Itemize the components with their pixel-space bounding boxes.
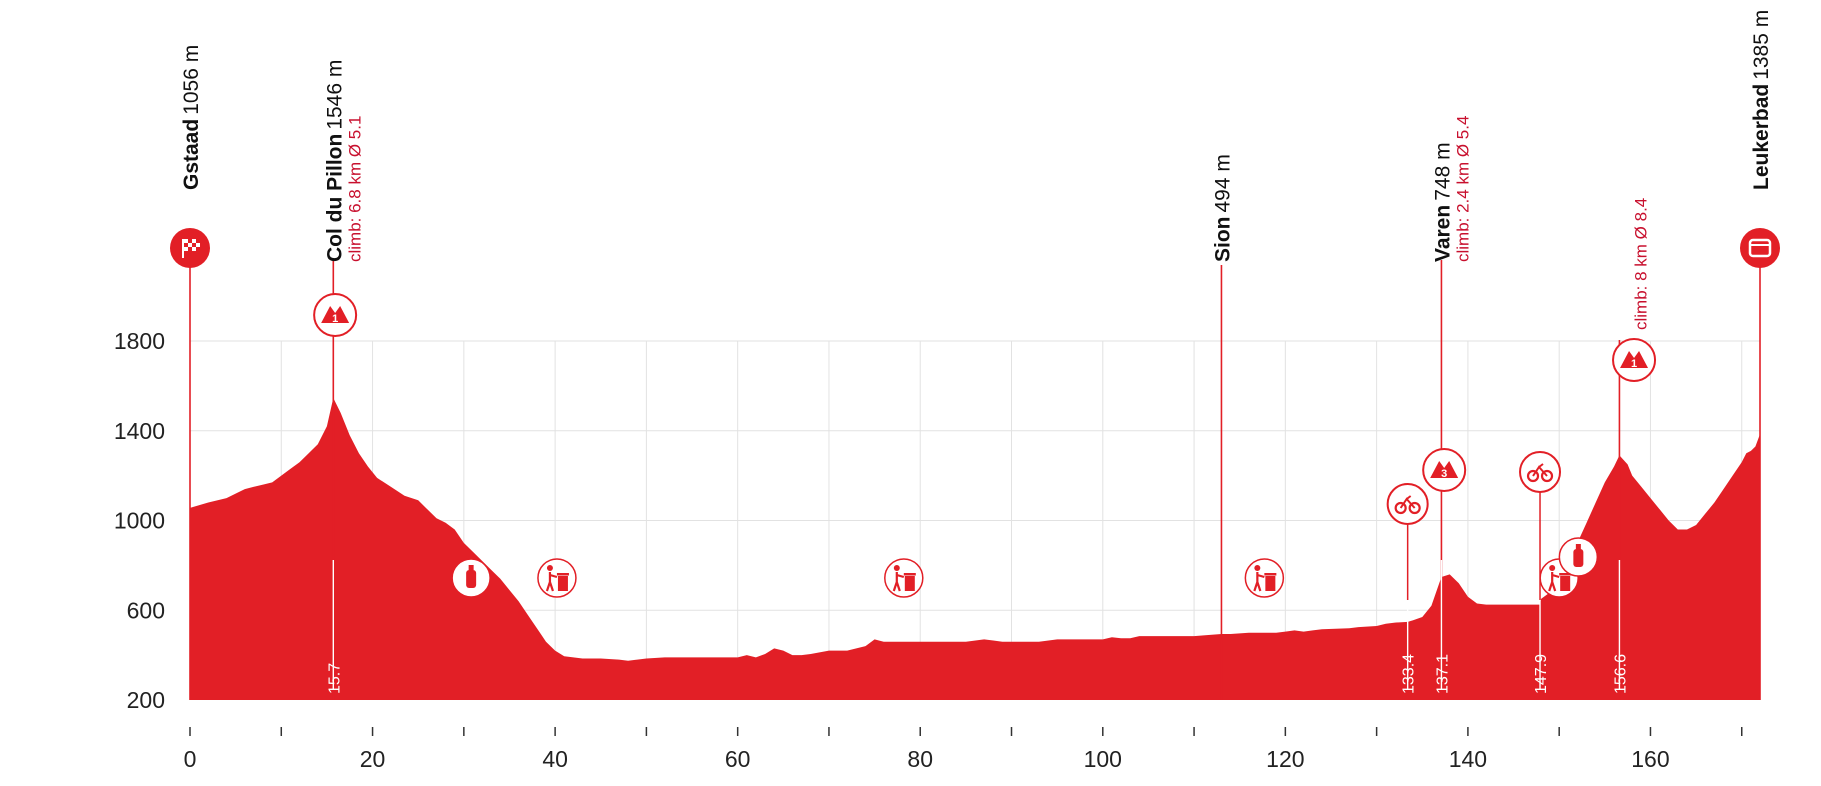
marker-label: Col du Pillon 1546 m	[323, 60, 346, 262]
marker-label: Sion 494 m	[1211, 154, 1234, 262]
x-tick-label: 80	[907, 746, 933, 772]
mountain-icon	[1430, 461, 1459, 478]
flag-square	[188, 243, 192, 247]
x-tick-label: 60	[725, 746, 751, 772]
bike-wheel-icon	[1540, 469, 1554, 483]
place-name: Col du Pillon	[323, 134, 346, 262]
flag-square	[196, 243, 200, 247]
waste-zone-icon	[884, 558, 924, 598]
mountain-icon	[321, 306, 350, 323]
flag-square	[196, 239, 200, 243]
bike-circle-icon	[1519, 451, 1562, 493]
x-tick-label: 0	[184, 746, 197, 772]
finish-icon	[1740, 228, 1780, 268]
person-body	[892, 572, 905, 592]
place-elevation: 1385 m	[1750, 10, 1773, 80]
bike-wheel-icon	[1526, 469, 1540, 483]
person-head	[546, 565, 553, 571]
profile-area-layer	[190, 398, 1760, 700]
bin-lid	[556, 573, 569, 576]
elevation-profile-area	[190, 398, 1760, 700]
place-elevation: 748 m	[1431, 142, 1454, 200]
km-label: 137.1	[1434, 654, 1451, 694]
place-elevation: 494 m	[1211, 154, 1234, 212]
x-tick-label: 140	[1449, 746, 1487, 772]
marker-label: Varen 748 m	[1431, 142, 1454, 262]
bin-lid	[1264, 573, 1277, 576]
x-tick-label: 120	[1266, 746, 1304, 772]
person-body	[1548, 572, 1560, 592]
kom-category: 1	[1631, 358, 1637, 370]
place-name: Gstaad	[180, 119, 203, 190]
x-tick-label: 40	[542, 746, 568, 772]
person-body	[545, 572, 558, 592]
flag-square	[192, 243, 196, 247]
mountain-icon	[1620, 351, 1649, 368]
checkered-flag-icon	[182, 239, 200, 258]
waste-zone-icon	[1244, 558, 1285, 598]
flag-square	[184, 243, 188, 247]
person-head	[893, 565, 900, 571]
bike-frame-icon	[1399, 495, 1416, 509]
bottle-cap	[1575, 544, 1581, 549]
km-label: 133.4	[1401, 654, 1418, 694]
kom-category: 1	[332, 313, 338, 325]
y-tick-label: 1000	[114, 508, 165, 534]
bin-body	[1560, 576, 1571, 591]
y-tick-label: 1800	[114, 328, 165, 354]
flag-square	[188, 247, 192, 251]
icon-layer: 1 3 1	[170, 228, 1780, 600]
bin-body	[1265, 576, 1276, 591]
bottle-body	[1573, 549, 1584, 567]
waste-zone-icon	[537, 558, 577, 598]
place-name: Sion	[1211, 217, 1234, 263]
km-label: 15.7	[326, 663, 343, 694]
flag-square	[192, 247, 196, 251]
x-tick-label: 100	[1084, 746, 1122, 772]
person-head	[1549, 565, 1556, 571]
flag-square	[196, 247, 200, 251]
bike-wheel-icon	[1408, 501, 1421, 515]
bin-body	[557, 576, 568, 591]
km-label: 147.9	[1533, 654, 1550, 694]
axis-layer: 0 20 40 60 80 100 120 140 160 200 600 1000 1400 1800	[114, 328, 1743, 772]
marker-label: Gstaad 1056 m	[180, 45, 203, 190]
person-body	[1253, 572, 1265, 592]
bin-lid	[1559, 573, 1572, 576]
bin-lid	[903, 573, 916, 576]
flag-square	[188, 239, 192, 243]
bike-frame-icon	[1532, 463, 1548, 477]
x-tick-label: 20	[360, 746, 386, 772]
bike-wheel-icon	[1394, 501, 1407, 515]
person-head	[1254, 565, 1261, 571]
bike-circle-icon	[1386, 483, 1429, 525]
km-label: 156.6	[1612, 654, 1629, 694]
finish-gate-icon	[1748, 238, 1772, 258]
y-tick-label: 200	[127, 687, 165, 713]
y-tick-label: 1400	[114, 418, 165, 444]
kom-category: 3	[1441, 468, 1447, 480]
finish-gate	[1748, 238, 1772, 258]
bottle-cap	[468, 565, 474, 570]
x-tick-label: 160	[1631, 746, 1669, 772]
flag-square	[192, 239, 196, 243]
climb-info: climb: 8 km Ø 8.4	[1631, 198, 1650, 330]
bin-body	[904, 576, 915, 591]
climb-info: climb: 6.8 km Ø 5.1	[345, 116, 364, 262]
flag-square	[184, 239, 188, 243]
flag-square	[184, 247, 188, 251]
place-elevation: 1056 m	[180, 45, 203, 115]
place-name: Varen	[1431, 205, 1454, 262]
y-tick-label: 600	[127, 597, 165, 623]
bottle-body	[466, 570, 477, 588]
climb-info: climb: 2.4 km Ø 5.4	[1453, 116, 1472, 262]
marker-label: Leukerbad 1385 m	[1750, 10, 1773, 190]
place-elevation: 1546 m	[323, 60, 346, 130]
place-name: Leukerbad	[1750, 84, 1773, 190]
